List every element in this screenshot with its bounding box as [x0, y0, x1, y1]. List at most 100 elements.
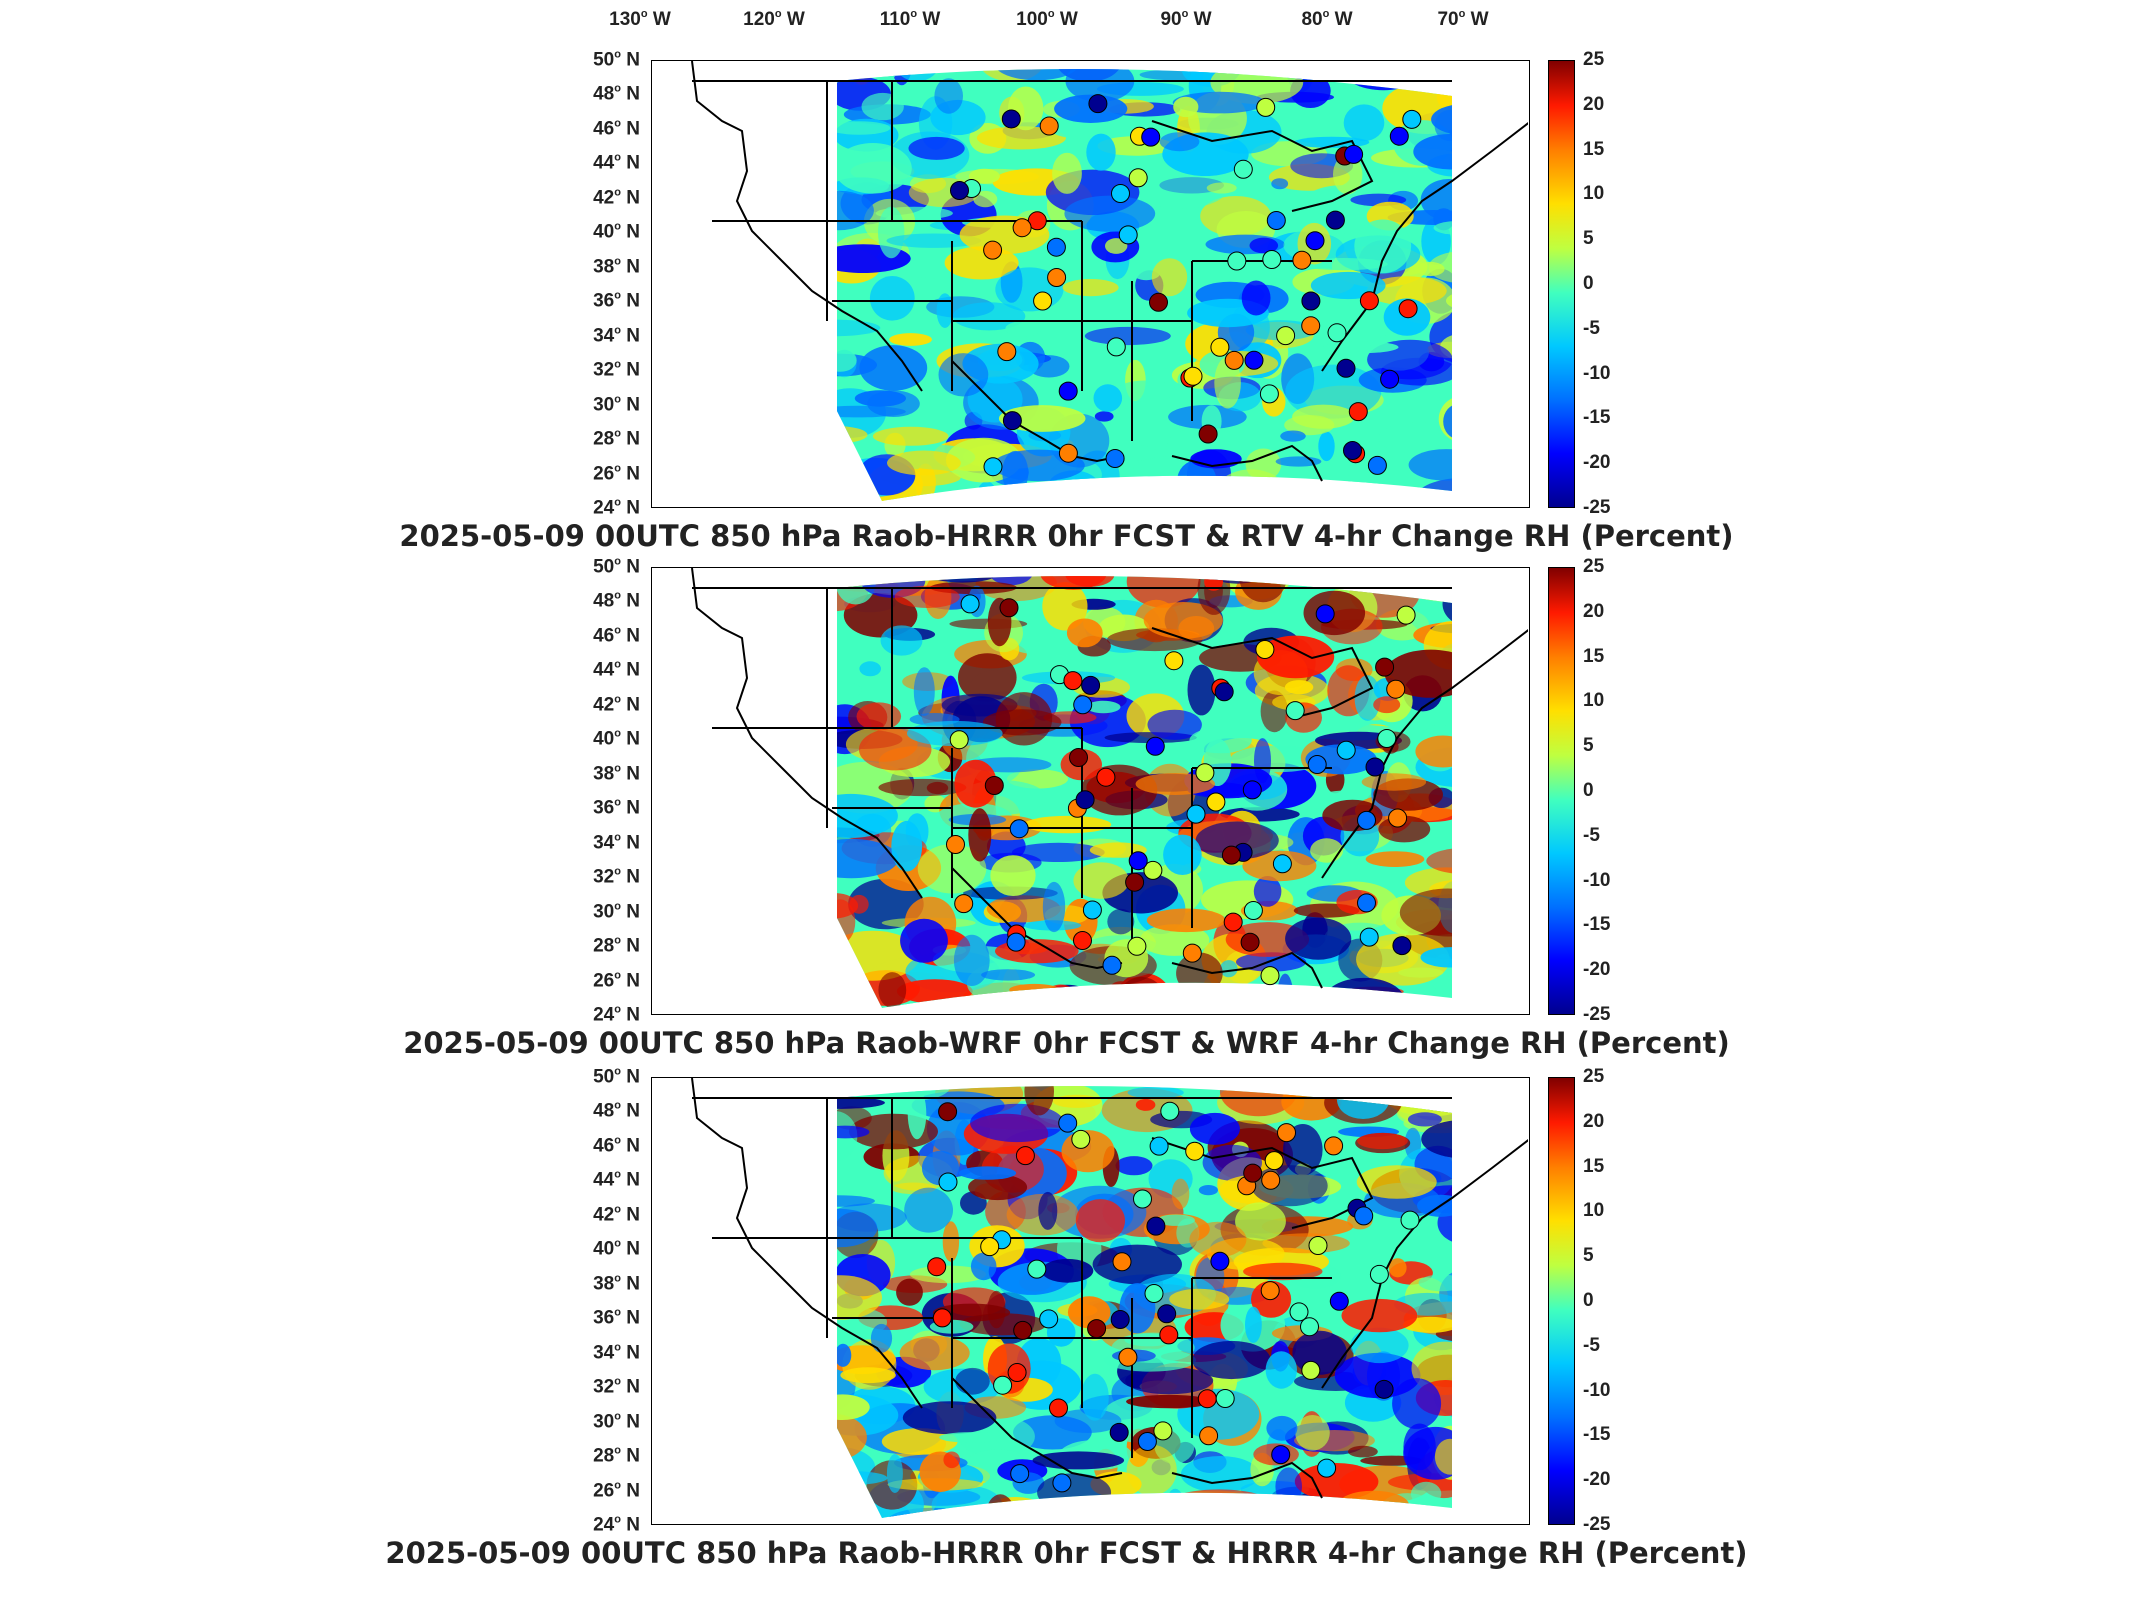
raob-station-dot [1221, 845, 1241, 865]
raob-station-dot [1001, 109, 1021, 129]
raob-station-dot [983, 457, 1003, 477]
raob-station-dot [1118, 225, 1138, 245]
raob-station-dot [1402, 109, 1422, 129]
raob-station-dot [1367, 455, 1387, 475]
raob-station-dot [1046, 237, 1066, 257]
raob-station-dot [984, 776, 1004, 795]
raob-station-dot [1301, 316, 1321, 336]
raob-station-dot [1105, 449, 1125, 468]
longitude-tick-label: 110o W [879, 8, 941, 30]
raob-station-dot [1400, 1210, 1420, 1230]
raob-station-dot [1185, 1141, 1205, 1161]
raob-station-dot [1317, 1458, 1337, 1478]
raob-station-dot [1182, 943, 1202, 963]
raob-station-dot [983, 240, 1003, 260]
raob-station-dot [1210, 1251, 1230, 1271]
rh-change-map[interactable] [651, 1077, 1530, 1525]
latitude-tick-label: 42o N [593, 1203, 640, 1226]
raob-station-dot [1073, 695, 1093, 715]
raob-station-dot [1308, 1236, 1328, 1255]
latitude-tick-label: 44o N [593, 151, 640, 174]
colorbar-tick-label: -15 [1583, 407, 1611, 429]
latitude-tick-label: 44o N [593, 658, 640, 681]
raob-station-dot [1386, 679, 1406, 699]
colorbar-tick-label: 5 [1583, 735, 1594, 757]
longitude-tick-label: 70o W [1437, 8, 1489, 30]
raob-station-dot [1164, 651, 1184, 671]
raob-station-dot [1289, 1302, 1309, 1322]
rh-change-map[interactable] [651, 60, 1530, 508]
raob-station-dot [999, 598, 1019, 618]
map-caption: 2025-05-09 00UTC 850 hPa Raob-HRRR 0hr F… [385, 1536, 1748, 1570]
raob-station-dot [1087, 1319, 1107, 1339]
colorbar [1548, 567, 1575, 1015]
latitude-tick-label: 28o N [593, 427, 640, 450]
colorbar [1548, 60, 1575, 508]
latitude-tick-label: 36o N [593, 796, 640, 819]
latitude-tick-label: 38o N [593, 1272, 640, 1295]
raob-station-dot [1206, 792, 1226, 812]
raob-station-dot [1058, 443, 1078, 463]
colorbar-tick-label: -25 [1583, 1514, 1611, 1535]
state-borders [691, 61, 1528, 482]
raob-station-dot [1259, 384, 1279, 404]
raob-station-dot [1305, 231, 1325, 251]
raob-station-dot [1027, 1259, 1047, 1279]
raob-station-dot [1110, 1310, 1130, 1329]
latitude-tick-label: 32o N [593, 865, 640, 888]
raob-station-dot [1240, 932, 1260, 952]
raob-station-dot [1336, 358, 1356, 378]
latitude-tick-label: 30o N [593, 393, 640, 416]
raob-station-dot [1354, 1206, 1374, 1226]
raob-station-dot [1327, 323, 1347, 343]
raob-station-dot [1071, 1129, 1091, 1149]
colorbar-tick-label: 15 [1583, 138, 1605, 160]
raob-station-dot [1111, 184, 1130, 203]
raob-station-dot [1398, 299, 1418, 319]
raob-station-dot [1243, 1163, 1263, 1183]
latitude-tick-label: 28o N [593, 934, 640, 957]
latitude-tick-label: 46o N [593, 624, 640, 647]
raob-station-dot [1133, 1189, 1152, 1209]
latitude-tick-label: 36o N [593, 289, 640, 312]
latitude-tick-label: 46o N [593, 1134, 640, 1157]
latitude-tick-label: 42o N [593, 186, 640, 209]
colorbar-tick-label: 10 [1583, 690, 1605, 712]
longitude-tick-label: 80o W [1301, 8, 1353, 30]
colorbar-tick-label: -10 [1583, 1379, 1611, 1401]
raob-station-dot [1392, 936, 1412, 956]
raob-station-dot [1159, 1325, 1179, 1345]
raob-station-dot [946, 835, 965, 854]
colorbar-tick-label: 20 [1583, 1110, 1605, 1132]
colorbar-tick-label: 10 [1583, 1200, 1605, 1222]
raob-station-dot [1260, 966, 1280, 986]
raob-station-dot [1256, 97, 1276, 117]
latitude-tick-label: 48o N [593, 82, 640, 105]
raob-station-dot [1013, 1320, 1033, 1340]
raob-station-dot [1109, 1422, 1129, 1442]
raob-station-dot [1336, 740, 1356, 760]
raob-station-dot [1359, 927, 1379, 947]
raob-station-dot [1301, 1360, 1321, 1380]
raob-station-dot [938, 1102, 958, 1122]
colorbar-tick-label: 15 [1583, 645, 1605, 667]
raob-station-dot [1047, 268, 1067, 287]
raob-station-dot [1329, 1291, 1349, 1311]
raob-station-dot [1082, 900, 1102, 920]
raob-station-dot [1266, 211, 1286, 230]
latitude-tick-label: 24o N [593, 1003, 640, 1026]
latitude-tick-label: 30o N [593, 900, 640, 923]
raob-station-dot [927, 1257, 947, 1277]
raob-station-dot [1214, 682, 1234, 702]
colorbar-tick-label: 0 [1583, 273, 1594, 294]
raob-station-dot [1112, 1252, 1132, 1272]
latitude-tick-label: 32o N [593, 1375, 640, 1398]
rh-change-map[interactable] [651, 567, 1530, 1015]
raob-station-dot [938, 1172, 958, 1192]
raob-station-dot [1261, 1170, 1281, 1190]
latitude-tick-label: 24o N [593, 1513, 640, 1536]
colorbar-tick-label: -15 [1583, 1424, 1611, 1446]
raob-station-dot [1137, 1432, 1157, 1451]
raob-station-dot [1088, 94, 1108, 114]
raob-station-dot [1010, 1464, 1030, 1484]
